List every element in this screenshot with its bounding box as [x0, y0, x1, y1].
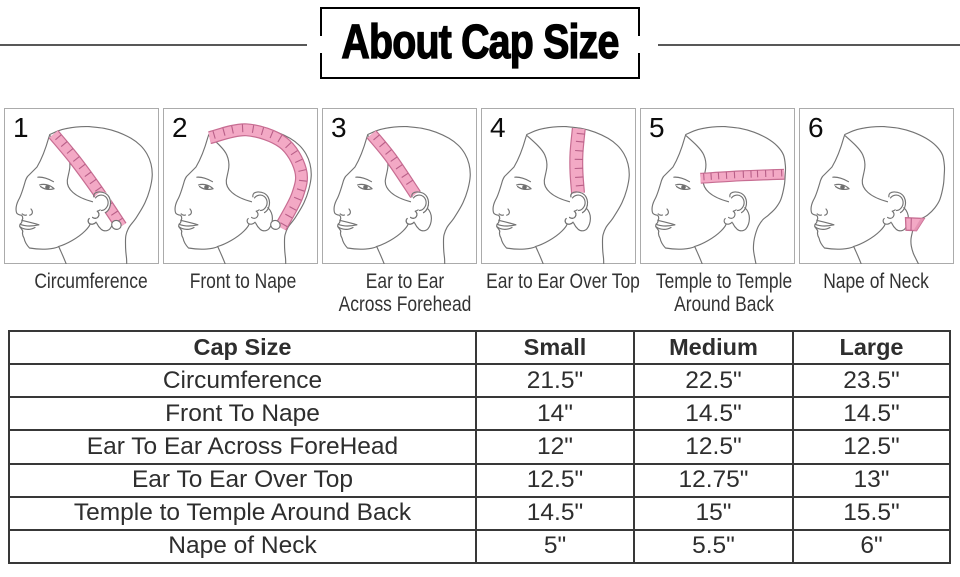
svg-text:1: 1	[13, 112, 29, 143]
svg-text:3: 3	[331, 112, 347, 143]
svg-text:2: 2	[172, 112, 188, 143]
svg-text:6: 6	[808, 112, 824, 143]
svg-text:4: 4	[490, 112, 506, 143]
svg-text:5: 5	[649, 112, 665, 143]
